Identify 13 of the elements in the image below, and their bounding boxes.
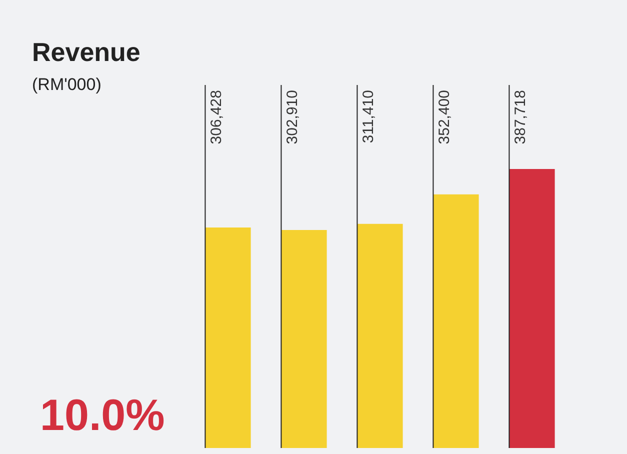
bar	[281, 230, 327, 448]
data-label: 387,718	[512, 90, 530, 144]
data-label: 302,910	[284, 90, 302, 144]
text: 10.0%	[40, 391, 165, 440]
chart-title: Revenue	[32, 37, 140, 67]
data-label: 311,410	[360, 90, 378, 144]
bar	[509, 169, 555, 448]
bar	[433, 194, 479, 448]
data-label: 352,400	[436, 90, 454, 144]
bar	[205, 227, 251, 448]
bar	[357, 224, 403, 448]
data-label: 306,428	[208, 90, 226, 144]
chart-subtitle: (RM'000)	[32, 75, 102, 94]
